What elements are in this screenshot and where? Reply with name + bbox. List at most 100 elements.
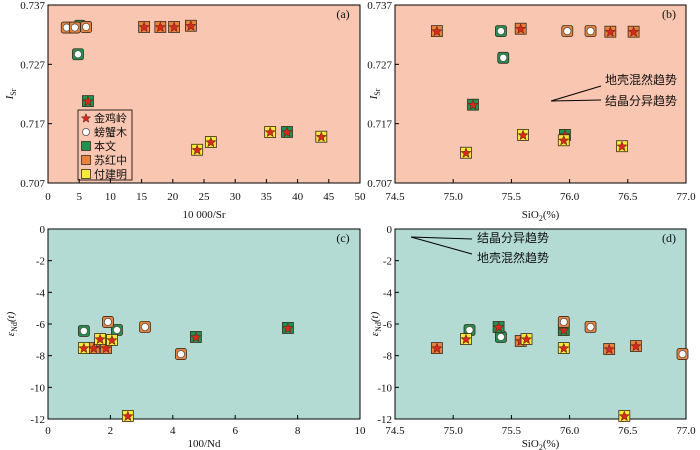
y-tick-label: -4 bbox=[383, 287, 393, 299]
star-marker-icon bbox=[604, 26, 616, 37]
data-point bbox=[139, 321, 151, 333]
star-marker-icon bbox=[205, 136, 217, 148]
data-point bbox=[627, 25, 640, 38]
trend-label: 地壳混然趋势 bbox=[477, 250, 549, 265]
star-marker-icon bbox=[94, 333, 106, 345]
data-point bbox=[430, 25, 443, 38]
y-axis-label-base: I bbox=[4, 94, 16, 100]
y-axis-label-suffix: (t) bbox=[5, 311, 17, 322]
y-axis-label-suffix: (t) bbox=[369, 311, 381, 322]
y-tick-label: 0.717 bbox=[20, 119, 45, 131]
data-point bbox=[603, 343, 616, 355]
x-tick-label: 0 bbox=[45, 191, 51, 203]
plot-area bbox=[47, 228, 361, 420]
star-marker-icon bbox=[616, 140, 628, 152]
panel-label: (d) bbox=[662, 231, 676, 245]
x-tick-label: 8 bbox=[295, 425, 301, 437]
x-tick-label: 77.0 bbox=[676, 425, 696, 437]
star-marker-icon bbox=[154, 21, 166, 33]
legend-item: 付建明 bbox=[81, 167, 127, 181]
panel-d: 74.5 75.0 75.5 76.0 76.5 77.0 0 -2 -4 -6 -8 -10 -12 S… bbox=[369, 224, 696, 450]
star-marker-icon bbox=[517, 129, 529, 141]
x-tick-label: 20 bbox=[167, 191, 179, 203]
x-tick-label: 4 bbox=[170, 425, 176, 437]
x-tick-label: 75.5 bbox=[502, 425, 522, 437]
circle-marker-icon bbox=[586, 27, 595, 36]
y-tick-label: 0.717 bbox=[367, 119, 392, 131]
circle-marker-icon bbox=[465, 326, 474, 335]
legend-item: 金鸡岭 bbox=[80, 111, 127, 125]
x-tick-label: 6 bbox=[232, 425, 238, 437]
data-point bbox=[584, 321, 597, 333]
y-tick-label: -8 bbox=[383, 351, 393, 363]
panel-a: 0 5 10 15 20 25 30 35 40 45 50 0.707 0.717 0.727 0.737… bbox=[4, 0, 366, 221]
data-point bbox=[111, 324, 123, 336]
y-axis-label: ISr bbox=[4, 88, 18, 100]
y-tick-label: -12 bbox=[30, 414, 45, 426]
data-point bbox=[189, 331, 202, 343]
legend-label: 本文 bbox=[94, 139, 116, 153]
data-point bbox=[557, 342, 570, 354]
data-point bbox=[430, 342, 443, 354]
data-point bbox=[557, 134, 570, 147]
circle-marker-icon bbox=[586, 323, 595, 332]
data-point bbox=[495, 331, 507, 343]
data-point bbox=[616, 140, 628, 153]
y-tick-label: -4 bbox=[36, 287, 46, 299]
y-tick-label: 0.707 bbox=[367, 178, 392, 190]
circle-marker-icon bbox=[496, 332, 505, 341]
star-marker-icon bbox=[281, 126, 293, 138]
star-marker-icon bbox=[492, 321, 505, 333]
panel-label: (b) bbox=[662, 7, 676, 21]
x-tick-label: 2 bbox=[108, 425, 114, 437]
x-tick-label: 10 bbox=[105, 191, 117, 203]
star-marker-icon bbox=[558, 324, 570, 336]
trend-line bbox=[550, 99, 602, 102]
legend-label: 螃蟹木 bbox=[94, 125, 127, 139]
legend-item: 螃蟹木 bbox=[82, 125, 127, 139]
y-tick-label: 0.727 bbox=[20, 59, 45, 71]
x-tick-label: 74.5 bbox=[385, 425, 405, 437]
x-axis-label: 100/Nd bbox=[188, 438, 222, 450]
data-point bbox=[630, 340, 642, 352]
x-tick-label: 25 bbox=[199, 191, 211, 203]
star-marker-icon bbox=[431, 342, 443, 354]
circle-marker-icon bbox=[496, 27, 505, 36]
data-point bbox=[94, 333, 106, 345]
star-marker-icon bbox=[431, 25, 443, 37]
x-tick-label: 74.5 bbox=[385, 191, 405, 203]
legend-label: 金鸡岭 bbox=[94, 111, 127, 125]
legend-label: 苏红中 bbox=[94, 154, 127, 167]
star-marker-icon bbox=[603, 343, 615, 355]
data-point bbox=[281, 126, 293, 138]
y-axis-label: εNd(t) bbox=[5, 311, 19, 336]
x-tick-label: 50 bbox=[355, 191, 367, 203]
data-point bbox=[184, 19, 197, 32]
trend-label: 结晶分异趋势 bbox=[605, 94, 677, 108]
trend-line bbox=[410, 236, 473, 240]
data-point bbox=[106, 334, 118, 346]
y-tick-label: -10 bbox=[377, 382, 392, 394]
x-tick-label: 45 bbox=[323, 191, 335, 203]
legend-label: 付建明 bbox=[94, 167, 127, 181]
x-tick-label: 77.0 bbox=[676, 191, 696, 203]
data-point bbox=[467, 98, 479, 111]
circle-marker-icon bbox=[73, 50, 82, 59]
data-point bbox=[460, 333, 472, 345]
star-marker-icon bbox=[100, 342, 112, 354]
star-marker-icon bbox=[185, 20, 197, 31]
data-point bbox=[77, 342, 90, 354]
trend-line bbox=[550, 85, 602, 102]
x-tick-label: 75.5 bbox=[502, 191, 522, 203]
data-point bbox=[102, 316, 114, 328]
plot-area bbox=[47, 4, 361, 184]
y-axis-label-subscript: Sr bbox=[9, 88, 18, 95]
legend-swatch bbox=[81, 141, 91, 151]
data-point bbox=[463, 324, 476, 336]
data-point bbox=[138, 21, 151, 33]
x-tick-label: 76.5 bbox=[618, 425, 638, 437]
panel-label: (c) bbox=[336, 231, 349, 245]
x-tick-label: 10 bbox=[355, 425, 367, 437]
circle-marker-icon bbox=[563, 27, 572, 36]
